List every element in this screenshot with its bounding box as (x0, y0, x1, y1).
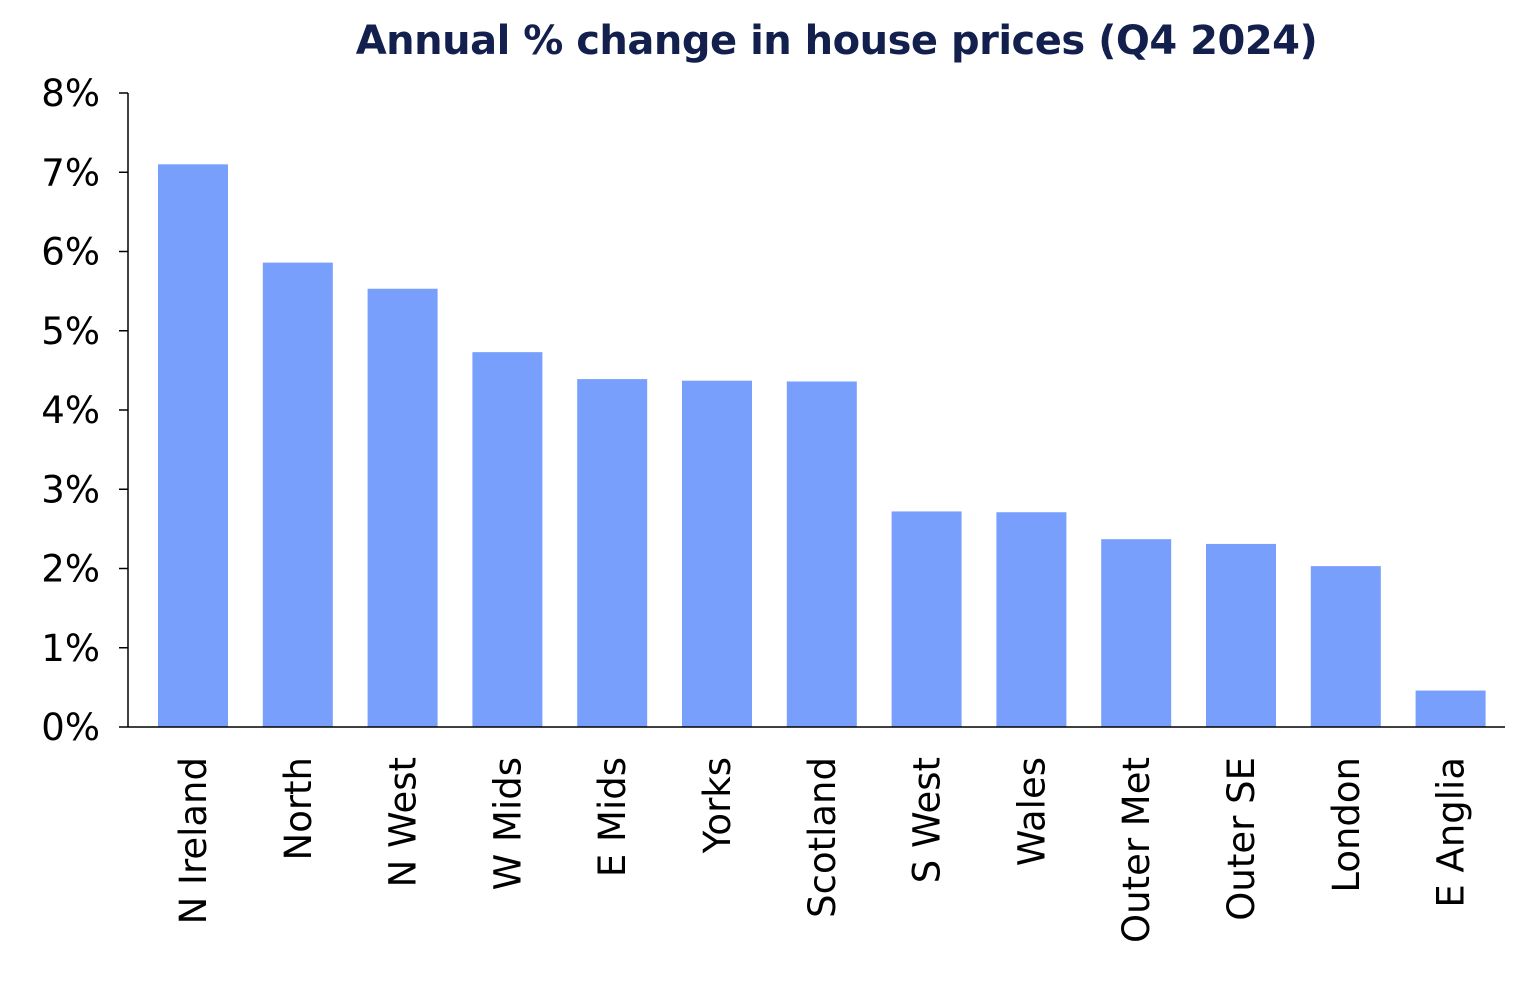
chart-title: Annual % change in house prices (Q4 2024… (355, 18, 1318, 64)
y-ticks: 0% 1% 2% 3% 4% 5% 6% 7% 8% (41, 72, 128, 749)
x-category-label: S West (906, 757, 949, 883)
bar-n-west (367, 288, 438, 727)
y-tick-label: 2% (41, 548, 100, 591)
y-tick-label: 7% (41, 151, 100, 194)
x-category-label: W Mids (486, 757, 529, 890)
y-tick-label: 5% (41, 310, 100, 353)
x-category-label: Outer SE (1220, 757, 1263, 921)
bar-e-anglia (1415, 690, 1486, 727)
bar-north (262, 262, 333, 727)
bar-yorks (682, 380, 752, 727)
y-tick-label: 1% (41, 627, 100, 670)
y-tick-label: 0% (41, 706, 100, 749)
bar-n-ireland (158, 164, 228, 727)
x-category-label: London (1325, 757, 1368, 893)
bar-london (1310, 566, 1381, 727)
bars-layer (158, 164, 1486, 727)
bar-w-mids (472, 352, 543, 727)
x-category-label: Scotland (801, 757, 844, 918)
y-tick-label: 8% (41, 72, 100, 115)
y-tick-label: 6% (41, 231, 100, 274)
bar-e-mids (577, 379, 648, 727)
y-tick-label: 4% (41, 389, 100, 432)
bar-scotland (786, 381, 857, 727)
x-category-label: E Anglia (1430, 757, 1473, 908)
x-category-label: E Mids (591, 757, 634, 877)
x-category-label: Wales (1010, 757, 1053, 866)
x-category-labels: N Ireland North N West W Mids E Mids Yorks Sco… (172, 757, 1473, 943)
x-category-label: Yorks (696, 757, 739, 854)
x-category-label: North (277, 757, 320, 860)
x-category-label: N West (382, 757, 425, 887)
y-tick-label: 3% (41, 468, 100, 511)
bar-s-west (891, 511, 962, 727)
bar-wales (996, 512, 1067, 727)
bar-outer-met (1101, 539, 1172, 727)
x-category-label: Outer Met (1115, 757, 1158, 943)
x-category-label: N Ireland (172, 757, 215, 924)
bar-outer-se (1206, 543, 1276, 727)
